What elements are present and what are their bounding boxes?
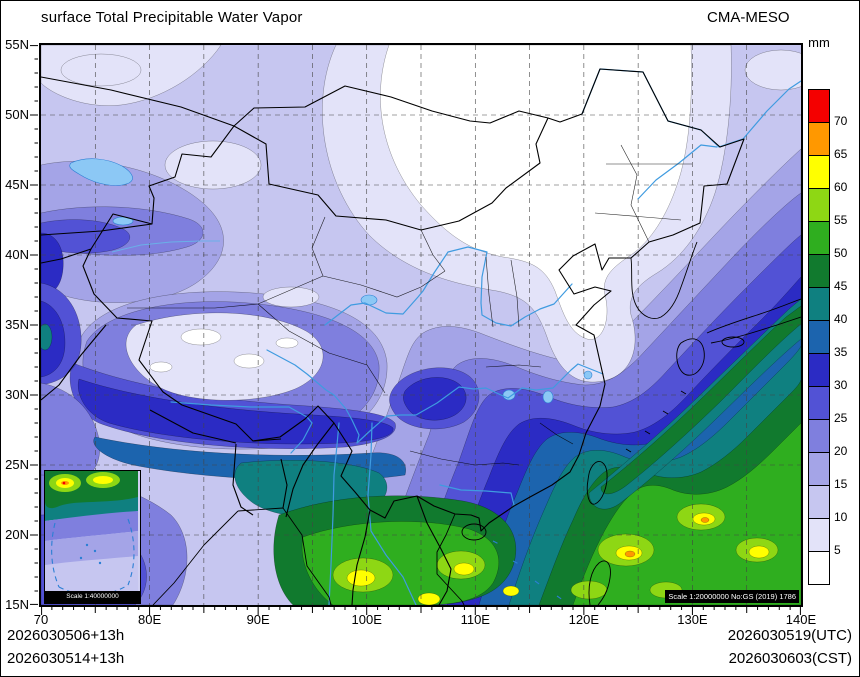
colorbar-segment: [809, 156, 829, 189]
colorbar-segment: [809, 255, 829, 288]
colorbar-tick-label: 25: [834, 411, 848, 425]
lon-tick-label: 90E: [246, 612, 270, 627]
colorbar-segment: [809, 453, 829, 486]
taiwan-coast: [586, 461, 608, 505]
page-title: surface Total Precipitable Water Vapor: [41, 9, 303, 26]
honshu-coast: [706, 298, 801, 344]
colorbar-segment: [809, 420, 829, 453]
colorbar-segment: [809, 90, 829, 123]
lat-tick-label: 35N: [5, 317, 29, 332]
init-time-utc: 2026030506+13h: [7, 627, 125, 644]
colorbar-segment: [809, 519, 829, 552]
colorbar-segment: [809, 321, 829, 354]
luzon-coast: [588, 560, 611, 605]
lat-tick-label: 55N: [5, 37, 29, 52]
inset-scale-label: Scale 1:40000000: [45, 591, 140, 603]
lon-tick-label: 110E: [460, 612, 490, 627]
colorbar-segment: [809, 486, 829, 519]
colorbar-tick-label: 40: [834, 312, 848, 326]
colorbar-segment: [809, 387, 829, 420]
colorbar-tick-label: 10: [834, 510, 848, 524]
shikoku-coast: [721, 336, 745, 348]
lat-tick-label: 50N: [5, 107, 29, 122]
colorbar-tick-label: 35: [834, 345, 848, 359]
init-time-cst: 2026030514+13h: [7, 650, 125, 667]
lon-tick-label: 100E: [351, 612, 382, 627]
colorbar-tick-label: 55: [834, 213, 848, 227]
colorbar-scale: [808, 89, 830, 585]
lat-tick-label: 25N: [5, 457, 29, 472]
valid-time-utc: 2026030519(UTC): [727, 627, 852, 644]
colorbar-segment: [809, 552, 829, 584]
inset-map-svg: [45, 471, 138, 601]
colorbar-tick-label: 20: [834, 444, 848, 458]
valid-time-cst: 2026030603(CST): [728, 650, 852, 667]
lat-tick-label: 20N: [5, 527, 29, 542]
colorbar-segment: [809, 288, 829, 321]
colorbar-segment: [809, 189, 829, 222]
map-scale-label: Scale 1:20000000 No:GS (2019) 1786: [665, 590, 799, 603]
longitude-ticks: [41, 607, 801, 615]
precipitable-water-field: [41, 45, 801, 605]
mongolia-border: [233, 85, 549, 127]
map-canvas: Scale 1:40000000 Scale 1:20000000 No:GS …: [39, 43, 803, 607]
lon-tick-label: 140E: [785, 612, 817, 627]
korea-coast: [630, 241, 698, 319]
colorbar-unit-label: mm: [808, 35, 830, 50]
lon-tick-label: 130E: [677, 612, 708, 627]
colorbar-tick-label: 70: [834, 114, 848, 128]
country-borders: [41, 68, 745, 605]
latitude-ticks: [30, 45, 38, 605]
coastlines: [152, 241, 801, 605]
province-borders: [127, 144, 692, 466]
kyushu-coast: [676, 338, 705, 376]
lon-tick-label: 120E: [568, 612, 600, 627]
lat-tick-label: 40N: [5, 247, 29, 262]
south-china-sea-inset: Scale 1:40000000: [44, 470, 141, 604]
colorbar-tick-label: 60: [834, 180, 848, 194]
colorbar-tick-label: 45: [834, 279, 848, 293]
lat-tick-label: 15N: [5, 597, 29, 612]
map-svg: [41, 45, 801, 605]
lat-lon-grid: [41, 45, 801, 605]
colorbar-tick-label: 65: [834, 147, 848, 161]
lon-tick-label: 70: [33, 612, 49, 627]
colorbar-tick-label: 30: [834, 378, 848, 392]
hainan-coast: [461, 523, 487, 541]
colorbar-tick-label: 15: [834, 477, 848, 491]
lat-tick-label: 45N: [5, 177, 29, 192]
lon-tick-label: 80E: [137, 612, 162, 627]
model-name: CMA-MESO: [707, 9, 790, 26]
colorbar-tick-label: 5: [834, 543, 841, 557]
lat-tick-label: 30N: [5, 387, 29, 402]
colorbar: mm 70 65 60 55 50 45 40 35 30 25 20 15 10 5: [807, 35, 859, 615]
china-border: [82, 68, 745, 532]
colorbar-segment: [809, 354, 829, 387]
colorbar-segment: [809, 123, 829, 156]
colorbar-segment: [809, 222, 829, 255]
colorbar-tick-label: 50: [834, 246, 848, 260]
